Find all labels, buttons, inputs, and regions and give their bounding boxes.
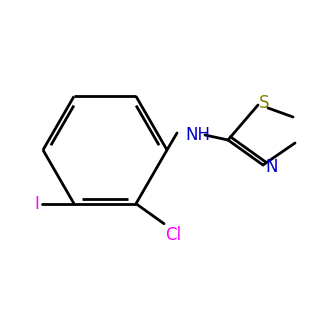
Text: S: S <box>259 94 270 112</box>
Text: NH: NH <box>185 126 210 144</box>
Text: Cl: Cl <box>165 226 181 244</box>
Text: I: I <box>34 195 39 213</box>
Text: N: N <box>265 158 278 176</box>
